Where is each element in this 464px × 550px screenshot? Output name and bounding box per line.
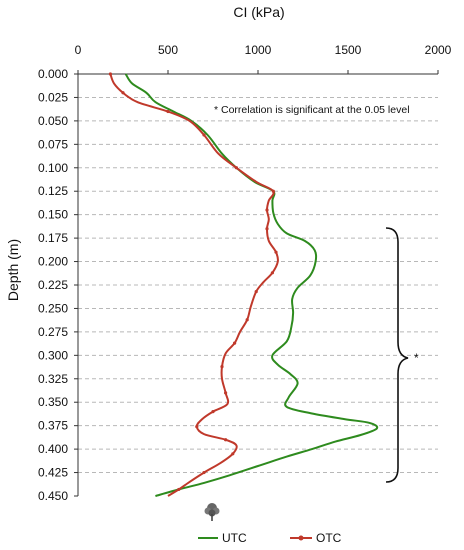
y-tick-label: 0.225	[38, 278, 68, 292]
data-point-otc	[233, 341, 237, 345]
y-tick-label: 0.250	[38, 301, 68, 315]
significance-annotation: * Correlation is significant at the 0.05…	[214, 104, 410, 116]
data-point-otc	[254, 289, 258, 294]
data-point-otc	[177, 487, 181, 492]
data-point-otc	[234, 166, 238, 170]
y-tick-label: 0.050	[38, 114, 68, 128]
y-tick-label: 0.325	[38, 372, 68, 386]
legend-label-otc: OTC	[316, 531, 342, 545]
data-point-otc	[274, 250, 278, 254]
y-tick-label: 0.025	[38, 90, 68, 104]
x-tick-label: 500	[158, 43, 178, 57]
bracket-label: *	[414, 351, 419, 365]
data-point-otc	[202, 133, 206, 137]
y-tick-label: 0.000	[38, 67, 68, 81]
data-point-otc	[220, 364, 224, 369]
bracket-shape	[385, 227, 409, 483]
y-tick-label: 0.450	[38, 489, 68, 503]
legend-marker-otc	[298, 535, 304, 541]
y-tick-label: 0.275	[38, 325, 68, 339]
data-point-otc	[211, 410, 215, 414]
data-point-otc	[231, 452, 235, 456]
data-point-otc	[245, 318, 249, 322]
data-point-otc	[121, 91, 125, 95]
y-tick-label: 0.150	[38, 208, 68, 222]
series-line-utc	[124, 73, 379, 497]
x-tick-label: 2000	[425, 43, 452, 57]
y-tick-label: 0.125	[38, 184, 68, 198]
data-point-otc	[166, 109, 170, 114]
y-tick-label: 0.100	[38, 161, 68, 175]
data-point-otc	[271, 189, 275, 193]
y-tick-label: 0.200	[38, 255, 68, 269]
data-point-otc	[108, 72, 112, 76]
legend: UTC OTC	[198, 503, 342, 545]
data-point-otc	[202, 470, 206, 475]
tree-icon	[204, 503, 220, 521]
data-point-otc	[265, 227, 269, 231]
y-tick-label: 0.350	[38, 395, 68, 409]
legend-label-utc: UTC	[222, 531, 247, 545]
data-point-otc	[265, 208, 269, 212]
x-axis-title: CI (kPa)	[233, 4, 284, 20]
significance-bracket: *	[385, 227, 419, 483]
y-tick-label: 0.425	[38, 466, 68, 480]
data-point-otc	[270, 271, 274, 275]
y-tick-label: 0.075	[38, 137, 68, 151]
y-tick-label: 0.300	[38, 348, 68, 362]
y-tick-label: 0.400	[38, 442, 68, 456]
y-axis-title: Depth (m)	[5, 239, 21, 301]
data-point-otc	[195, 425, 199, 429]
axes	[74, 70, 439, 497]
y-tick-label: 0.175	[38, 231, 68, 245]
y-tick-label: 0.375	[38, 419, 68, 433]
data-point-otc	[224, 438, 228, 442]
grid-lines	[78, 96, 438, 474]
series-lines	[108, 72, 379, 497]
x-tick-label: 1000	[245, 43, 272, 57]
x-tick-label: 1500	[335, 43, 362, 57]
x-tick-label: 0	[75, 43, 82, 57]
data-point-otc	[224, 391, 228, 395]
tick-labels: 0 500 1000 1500 2000 0.000 0.025 0.050 0.075 0.10…	[38, 43, 452, 503]
